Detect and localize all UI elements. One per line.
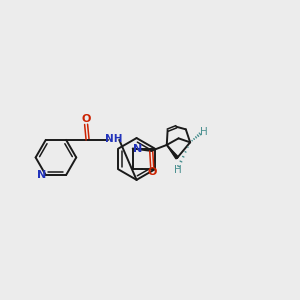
Text: H: H (200, 128, 208, 137)
Polygon shape (167, 145, 178, 159)
Text: N: N (133, 143, 142, 154)
Text: O: O (147, 167, 157, 177)
Text: O: O (81, 114, 91, 124)
Text: NH: NH (105, 134, 123, 144)
Text: N: N (37, 170, 46, 180)
Text: H: H (174, 166, 182, 176)
